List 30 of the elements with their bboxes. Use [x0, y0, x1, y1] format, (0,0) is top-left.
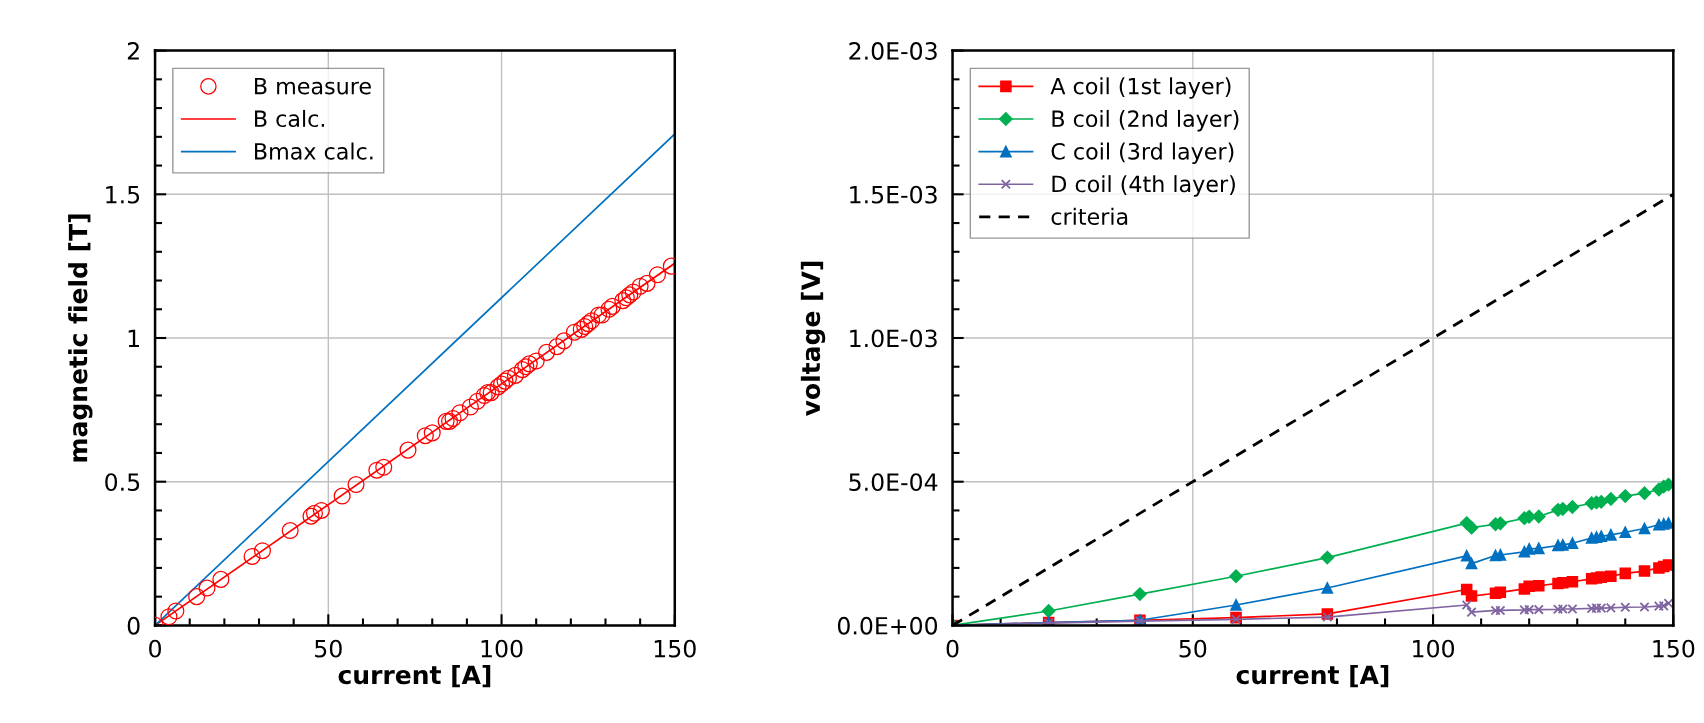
legend-label: A coil (1st layer)	[1050, 77, 1231, 99]
y-axis-title: voltage [V]	[800, 261, 826, 416]
legend-label: B calc.	[255, 109, 325, 128]
y-tick-label: 1.0E-03	[850, 329, 937, 348]
x-tick-label: 100	[1413, 639, 1455, 658]
y-tick-label: 1.5	[106, 186, 140, 204]
y-tick-label: 2.0E-03	[849, 42, 937, 60]
y-tick-label: 0	[127, 616, 140, 635]
y-tick-label: 5.0E-04	[849, 473, 938, 491]
y-tick-label: 0.0E+00	[837, 616, 938, 635]
y-tick-label: 0.5	[105, 473, 140, 491]
y-tick-label: 2	[127, 42, 139, 60]
x-tick-label: 100	[481, 639, 523, 658]
x-tick-label: 50	[315, 639, 342, 658]
x-axis-title: current [A]	[338, 664, 491, 688]
legend-label: Bmax calc.	[255, 142, 373, 160]
x-axis-title: current [A]	[1236, 664, 1389, 688]
y-axis-title: magnetic field [T]	[68, 214, 93, 462]
x-tick-label: 0	[149, 639, 162, 658]
legend-label: C coil (3rd layer)	[1051, 142, 1234, 165]
legend-label: criteria	[1051, 207, 1128, 225]
y-tick-label: 1.5E-03	[850, 185, 937, 204]
x-tick-label: 150	[1653, 639, 1695, 658]
x-tick-label: 150	[654, 639, 696, 658]
legend-label: B measure	[255, 77, 371, 95]
x-tick-label: 0	[946, 639, 959, 658]
x-tick-label: 50	[1179, 639, 1207, 658]
y-tick-label: 1	[128, 329, 139, 347]
legend-label: D coil (4th layer)	[1052, 175, 1235, 197]
legend-label: B coil (2nd layer)	[1052, 109, 1239, 132]
